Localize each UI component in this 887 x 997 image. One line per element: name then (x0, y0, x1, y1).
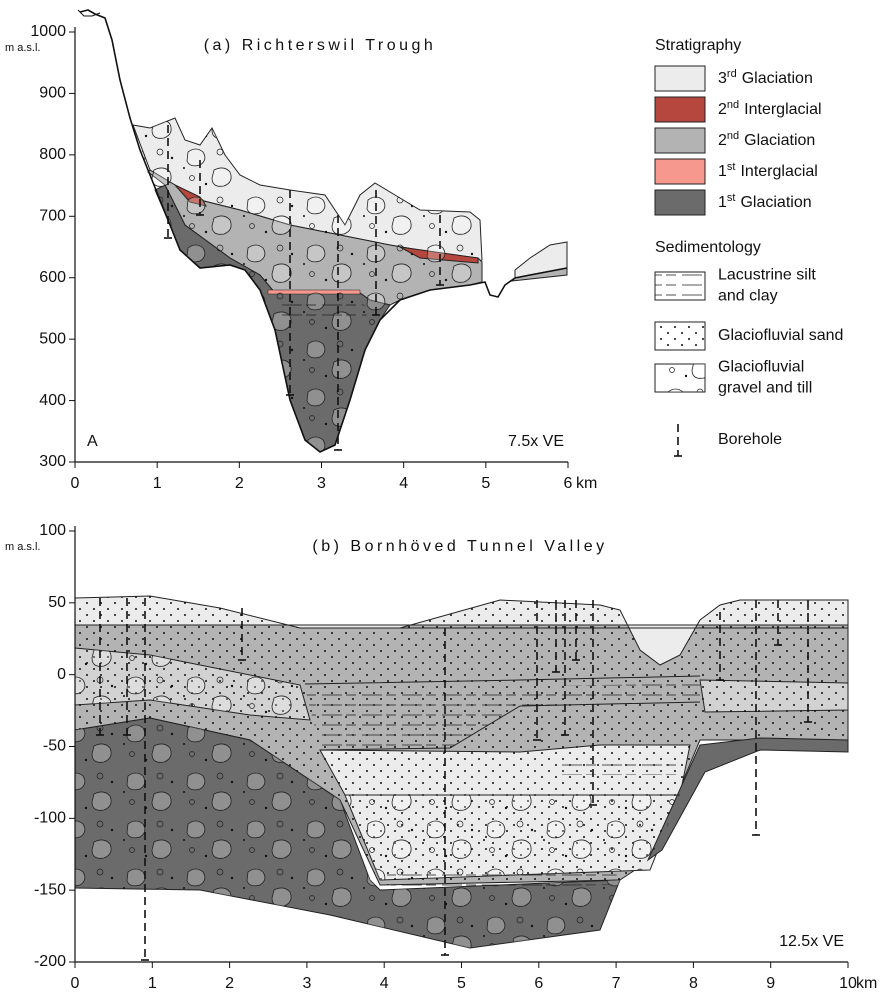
annotation: 12.5x VE (779, 933, 844, 950)
legend-text: Interglacial (740, 163, 817, 180)
y-tick-label: 300 (39, 453, 66, 470)
legend-suffix: nd (727, 130, 739, 142)
y-tick-label: 50 (48, 594, 66, 611)
x-tick-label: 8 (689, 975, 698, 992)
y-tick-label: 500 (39, 330, 66, 347)
legend-label: 1st Interglacial (718, 161, 818, 180)
legend-swatch-pattern (655, 364, 705, 392)
legend-text: Glaciation (744, 132, 815, 149)
x-tick-label: 2 (235, 475, 244, 492)
x-tick-label: 4 (380, 975, 389, 992)
chart-title: (a) Richterswil Trough (204, 37, 437, 54)
x-tick-label: 1 (148, 975, 157, 992)
legend-text: Glaciation (740, 194, 811, 211)
legend-label: gravel and till (718, 380, 812, 397)
legend-title: Stratigraphy (655, 37, 741, 54)
y-tick-label: 900 (39, 85, 66, 102)
legend-suffix: rd (727, 68, 737, 80)
legend-swatch (654, 96, 706, 123)
legend-label: Borehole (718, 431, 782, 448)
legend-title: Sedimentology (655, 239, 761, 256)
legend-number: 2 (718, 101, 727, 118)
legend-suffix: st (727, 192, 736, 204)
y-unit: m a.s.l. (5, 42, 40, 54)
x-tick-label: 5 (457, 975, 466, 992)
y-tick-label: 1000 (30, 23, 66, 40)
x-tick-label: 0 (71, 975, 80, 992)
y-tick-label: -100 (34, 810, 66, 827)
y-tick-label: 400 (39, 392, 66, 409)
legend-number: 1 (718, 194, 727, 211)
x-tick-label: 7 (612, 975, 621, 992)
panel-label: A (87, 433, 98, 450)
legend-number: 3 (718, 70, 727, 87)
x-tick-label: 9 (766, 975, 775, 992)
x-tick-label: 1 (153, 475, 162, 492)
x-tick-label: 4 (399, 475, 408, 492)
x-tick-label: 3 (317, 475, 326, 492)
legend-swatch-pattern (655, 322, 705, 350)
y-unit: m a.s.l. (5, 541, 40, 553)
legend-text: Interglacial (744, 101, 821, 118)
legend-number: 2 (718, 132, 727, 149)
x-tick-label: 5 (481, 475, 490, 492)
legend-swatch-pattern (655, 272, 705, 300)
y-tick-label: -150 (34, 881, 66, 898)
y-tick-label: -200 (34, 953, 66, 970)
legend-label: 1st Glaciation (718, 192, 812, 211)
legend-swatch (654, 189, 706, 216)
x-tick-label: 0 (71, 475, 80, 492)
legend-label: Glaciofluvial sand (718, 327, 843, 344)
x-unit: km (576, 475, 597, 492)
section-b (74, 595, 849, 949)
y-tick-label: 600 (39, 269, 66, 286)
legend-number: 1 (718, 163, 727, 180)
annotation: 7.5x VE (508, 433, 564, 450)
legend-suffix: st (727, 161, 736, 173)
x-tick-label: 10 (839, 975, 857, 992)
x-tick-label: 6 (564, 475, 573, 492)
legend-label: Glaciofluvial (718, 359, 804, 376)
legend-swatch (654, 127, 706, 154)
y-tick-label: 100 (39, 522, 66, 539)
x-tick-label: 3 (302, 975, 311, 992)
y-tick-label: -50 (43, 738, 66, 755)
y-tick-label: 800 (39, 146, 66, 163)
legend-swatch (654, 65, 706, 92)
x-tick-label: 2 (225, 975, 234, 992)
y-tick-label: 0 (57, 666, 66, 683)
boreholes (96, 125, 812, 961)
chart-title: (b) Bornhöved Tunnel Valley (312, 538, 607, 555)
section-a (77, 9, 568, 453)
legend-label: 2nd Glaciation (718, 130, 815, 149)
x-tick-label: 6 (534, 975, 543, 992)
legend-label: and clay (718, 288, 778, 305)
legend-label: Lacustrine silt (718, 267, 816, 284)
x-unit: km (856, 975, 877, 992)
y-tick-label: 700 (39, 208, 66, 225)
legend-text: Glaciation (742, 70, 813, 87)
legend-swatch (654, 158, 706, 185)
legend-label: 3rd Glaciation (718, 68, 813, 87)
legend-label: 2nd Interglacial (718, 99, 822, 118)
legend-suffix: nd (727, 99, 739, 111)
